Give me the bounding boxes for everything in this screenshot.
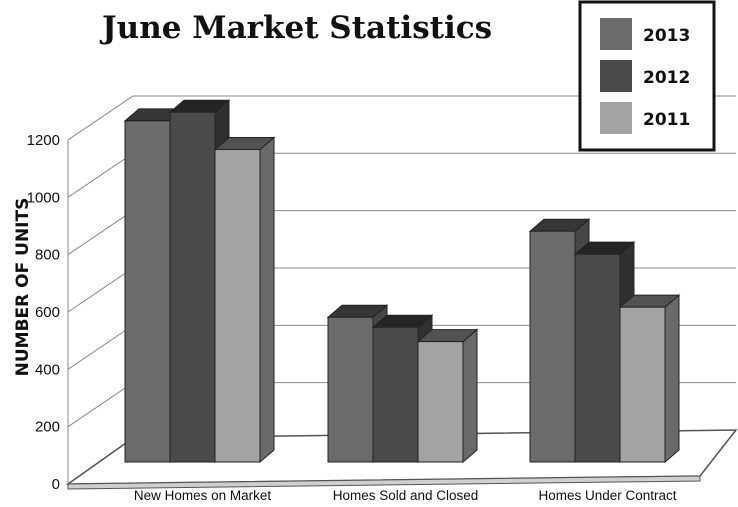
bar-front xyxy=(327,316,374,463)
x-category-label: Homes Sold and Closed xyxy=(333,488,479,503)
chart-title: June Market Statistics xyxy=(99,10,492,46)
bar-side xyxy=(462,328,478,464)
y-tick-label: 600 xyxy=(35,304,60,321)
bar-front xyxy=(529,230,576,463)
gridline-slant xyxy=(67,267,134,313)
legend-swatch-2011 xyxy=(600,102,632,134)
bar-front xyxy=(169,111,216,463)
legend-label-2011: 2011 xyxy=(643,110,690,130)
legend: 2013 2012 2011 xyxy=(578,0,716,152)
floor-edge xyxy=(67,475,701,490)
y-tick-label: 1200 xyxy=(27,132,60,149)
y-axis-label: NUMBER OF UNITS xyxy=(13,198,33,377)
y-tick-label: 200 xyxy=(35,419,60,436)
gridline-slant xyxy=(67,152,134,198)
bar-2011 xyxy=(213,136,276,464)
legend-label-2012: 2012 xyxy=(643,68,690,88)
gridline-slant xyxy=(67,324,134,370)
gridline-slant xyxy=(67,95,134,141)
bar-2011 xyxy=(416,328,479,464)
y-tick-label: 1000 xyxy=(27,189,60,206)
bar-front xyxy=(417,341,464,463)
x-category-label: Homes Under Contract xyxy=(538,488,676,503)
bars xyxy=(123,99,681,464)
y-tick-label: 800 xyxy=(35,247,60,264)
bar-front xyxy=(574,253,621,463)
legend-label-2013: 2013 xyxy=(643,26,690,46)
y-tick-label: 0 xyxy=(52,476,60,493)
y-axis-ticks: 0 200 400 600 800 1000 1200 xyxy=(27,132,60,493)
x-axis-labels: New Homes on Market Homes Sold and Closed… xyxy=(134,488,677,503)
bar-2011 xyxy=(618,294,681,464)
bar-front xyxy=(619,306,666,463)
gridline-slant xyxy=(67,210,134,256)
legend-swatch-2012 xyxy=(600,60,632,92)
bar-front xyxy=(214,148,261,463)
bar-side xyxy=(664,294,680,464)
y-tick-label: 400 xyxy=(35,361,60,378)
bar-side xyxy=(259,136,275,464)
bar-front xyxy=(372,326,419,463)
legend-swatch-2013 xyxy=(600,18,632,50)
gridline-slant xyxy=(67,382,134,428)
bar-front xyxy=(124,120,171,463)
x-category-label: New Homes on Market xyxy=(134,488,272,503)
